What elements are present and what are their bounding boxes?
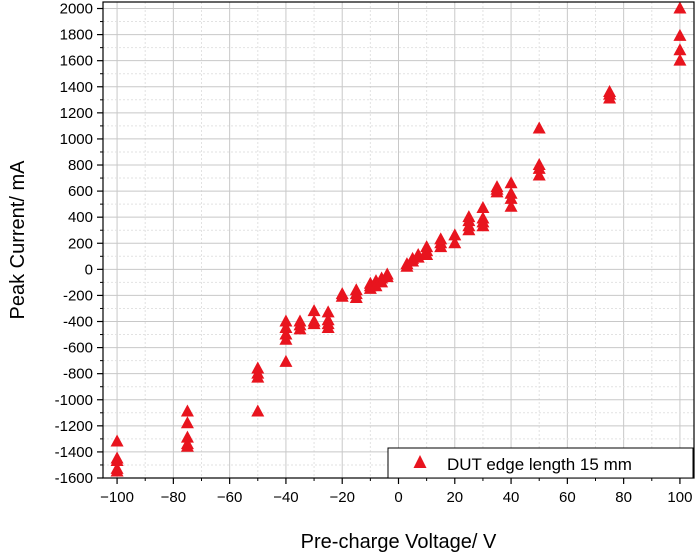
data-point [603,84,617,97]
data-point [411,247,425,260]
data-point [251,404,265,417]
y-tick-label: -1600 [55,470,93,487]
data-point [476,211,490,224]
y-tick-label: -800 [63,366,93,383]
data-point [110,464,124,477]
y-tick-label: 200 [68,235,93,252]
legend-box [387,447,694,479]
y-tick-label: 1800 [60,27,93,44]
data-point [110,454,124,467]
data-point [673,28,687,41]
data-point [279,332,293,345]
data-point [448,236,462,249]
data-point [293,322,307,335]
y-tick-label: 400 [68,209,93,226]
y-tick-label: 1200 [60,105,93,122]
y-tick-label: -600 [63,340,93,357]
data-point [504,186,518,199]
data-point [180,404,194,417]
x-tick-label: 40 [503,489,520,506]
data-point [673,53,687,66]
x-tick-label: 80 [615,489,632,506]
y-tick-label: 800 [68,157,93,174]
y-tick-label: -200 [63,287,93,304]
x-tick-label: 60 [559,489,576,506]
data-point [532,121,546,134]
data-point [369,279,383,292]
x-tick-label: −40 [273,489,298,506]
data-point [532,158,546,171]
grid-lines [103,2,694,479]
data-point [321,305,335,318]
data-point [490,180,504,193]
legend-label: DUT edge length 15 mm [447,455,632,474]
x-tick-label: 0 [394,489,402,506]
data-point [532,168,546,181]
data-point [673,1,687,14]
x-tick-label: −20 [329,489,354,506]
data-point [420,240,434,253]
y-tick-label: 1400 [60,79,93,96]
x-tick-label: −100 [100,489,134,506]
legend: DUT edge length 15 mm [387,447,694,479]
data-points [110,1,687,477]
y-tick-label: -1400 [55,444,93,461]
tick-labels: −100 −80 −60 −40 −20 0 20 40 60 80 100 -1600 -1400 -1… [55,1,693,506]
data-point [307,317,321,330]
data-point [504,176,518,189]
data-point [279,314,293,327]
y-tick-label: 1600 [60,53,93,70]
legend-marker-icon [413,455,427,468]
data-point [110,434,124,447]
y-tick-label: -1200 [55,418,93,435]
data-point [462,210,476,223]
data-point [279,354,293,367]
y-tick-label: 2000 [60,1,93,18]
y-axis-title: Peak Current/ mA [7,160,29,320]
x-tick-label: 100 [667,489,692,506]
x-axis-title: Pre-charge Voltage/ V [301,531,497,553]
data-point [673,43,687,56]
y-tick-label: 1000 [60,131,93,148]
y-tick-label: 0 [85,261,93,278]
data-point [321,321,335,334]
data-point [251,370,265,383]
y-tick-label: 600 [68,183,93,200]
data-point [180,416,194,429]
data-point [349,291,363,304]
y-tick-label: -400 [63,314,93,331]
data-point [180,430,194,443]
x-tick-label: 20 [446,489,463,506]
x-tick-label: −80 [161,489,186,506]
data-point [476,201,490,214]
data-point [380,270,394,283]
data-point [279,321,293,334]
y-tick-label: -1000 [55,392,93,409]
data-point [504,199,518,212]
data-point [434,232,448,245]
data-point [448,228,462,241]
data-point [335,289,349,302]
data-point [180,439,194,452]
data-point [307,304,321,317]
x-tick-label: −60 [217,489,242,506]
